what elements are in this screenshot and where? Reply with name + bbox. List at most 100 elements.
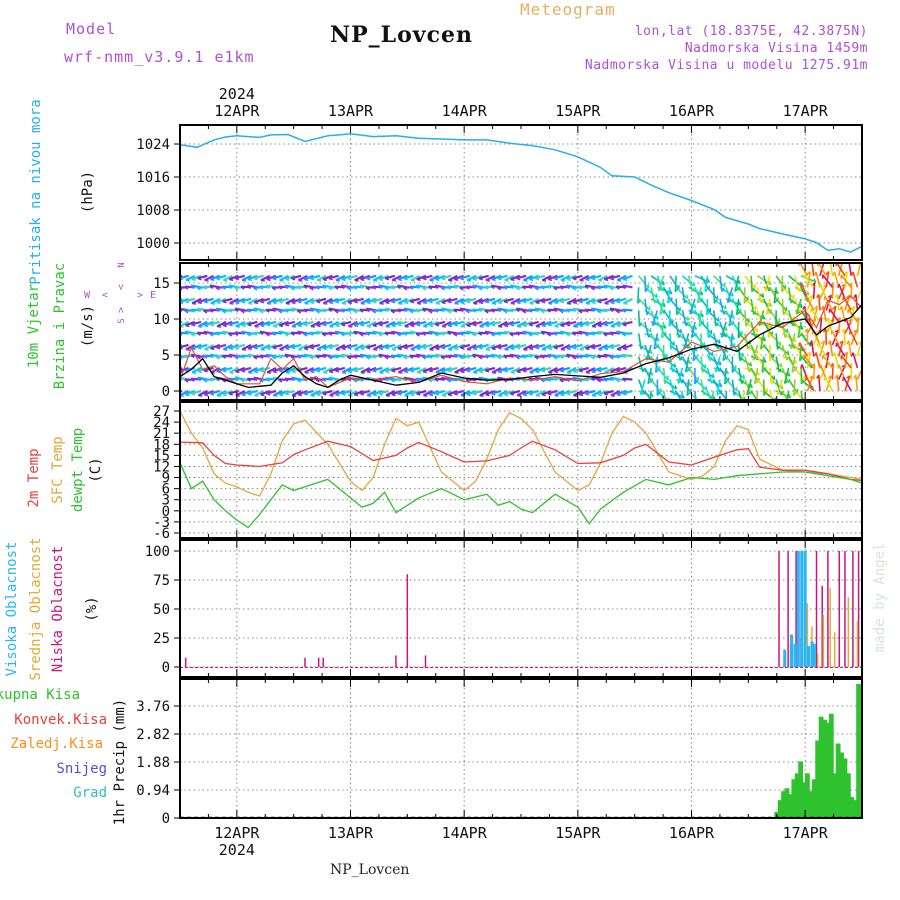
wind-barb-head (843, 351, 848, 356)
precip-y-tick-label: 2.82 (136, 727, 170, 743)
temperature-y-tick-label: 24 (153, 415, 170, 431)
wind-barb-head (572, 346, 577, 350)
wind-barb (638, 275, 650, 289)
wind-barb-head (837, 283, 840, 289)
wind-y-tick-label: 10 (153, 312, 170, 328)
wind-barb-head (529, 347, 534, 351)
wind-barb-head (265, 333, 270, 337)
wind-barb (384, 274, 396, 280)
wind-barb-head (422, 301, 428, 305)
wind-barb-head (240, 286, 245, 290)
wind-barb-head (712, 395, 716, 400)
wind-barb (447, 343, 458, 351)
wind-barb-head (792, 321, 795, 327)
wind-barb-head (709, 356, 713, 361)
wind-barb-head (353, 331, 357, 336)
wind-barb (738, 309, 750, 323)
wind-barb (272, 390, 283, 397)
wind-barb-head (644, 288, 649, 293)
wind-barb (659, 298, 665, 315)
wind-barb-head (272, 301, 278, 305)
wind-barb-head (479, 301, 484, 305)
wind-barb-head (404, 325, 409, 328)
wind-barb-head (701, 368, 706, 373)
wind-barb-head (342, 302, 347, 305)
wind-barb (378, 343, 389, 350)
wind-barb-head (497, 277, 502, 281)
wind-barb-head (672, 368, 676, 373)
wind-barb-head (385, 301, 390, 305)
wind-barb-head (662, 302, 666, 307)
compass-arrow-down: > (116, 307, 127, 313)
wind-barb (253, 297, 264, 304)
wind-barb-head (403, 332, 408, 336)
wind-barb (272, 297, 283, 304)
wind-barb-head (832, 271, 836, 276)
wind-barb (466, 297, 477, 303)
wind-barb-head (521, 286, 526, 290)
wind-barb (706, 286, 719, 301)
wind-barb-head (656, 391, 661, 396)
wind-barb-head (409, 310, 414, 314)
wind-barb (453, 274, 464, 281)
wind-barb-head (446, 355, 451, 359)
precip-bar (835, 743, 841, 818)
wind-barb (472, 343, 483, 350)
wind-barb-head (617, 279, 622, 282)
wind-barb (428, 320, 439, 327)
wind-barb-head (546, 378, 551, 382)
wind-barb (597, 389, 608, 396)
wind-barb-head (322, 278, 328, 282)
wind-barb-head (303, 354, 307, 359)
precip-unit: 1hr Precip (mm) (112, 699, 128, 825)
wind-barb (379, 366, 390, 374)
wind-barb (566, 274, 577, 281)
precip-panel-frame (179, 678, 863, 819)
wind-barb-head (416, 323, 421, 327)
wind-barb-head (523, 279, 528, 282)
wind-barb-head (371, 310, 377, 314)
wind-barb-head (717, 317, 720, 322)
wind-barb (285, 366, 296, 374)
wind-barb-head (667, 403, 669, 407)
wind-barb (372, 297, 383, 303)
wind-barb-head (560, 324, 565, 328)
wind-barb (706, 367, 713, 384)
wind-barb (353, 320, 364, 327)
wind-barb (663, 378, 677, 390)
wind-barb-head (669, 289, 673, 295)
wind-barb (687, 321, 697, 337)
wind-barb-head (804, 328, 809, 333)
wind-barb-head (571, 332, 576, 336)
wind-barb-head (541, 369, 546, 373)
wind-barb (216, 274, 227, 280)
wind-barb (762, 298, 772, 314)
wind-barb-head (510, 278, 515, 282)
wind-barb-head (335, 348, 340, 351)
wind-barb (454, 297, 465, 305)
wind-barb (359, 320, 371, 326)
wind-barb (669, 333, 672, 350)
wind-barb-head (447, 393, 453, 397)
wind-barb-head (303, 285, 307, 289)
wind-barb-head (360, 371, 365, 374)
wind-barb-head (196, 308, 201, 313)
wind-barb-head (706, 278, 711, 283)
wind-barb-head (707, 334, 712, 339)
wind-barb (291, 274, 302, 280)
wind-barb (222, 297, 233, 303)
station-title: NP_Lovcen (330, 22, 473, 48)
wind-barb (435, 297, 446, 305)
wind-barb (316, 320, 327, 327)
wind-barb-head (184, 310, 189, 314)
wind-barb (285, 343, 296, 350)
wind-barb-head (235, 370, 240, 374)
wind-barb (794, 298, 802, 315)
wind-barb-head (798, 287, 802, 292)
wind-barb-head (417, 371, 422, 374)
wind-barb (610, 366, 621, 373)
wind-barb (404, 390, 415, 397)
wind-barb (303, 274, 314, 281)
wind-barb (197, 297, 208, 304)
wind-barb-head (335, 324, 340, 328)
